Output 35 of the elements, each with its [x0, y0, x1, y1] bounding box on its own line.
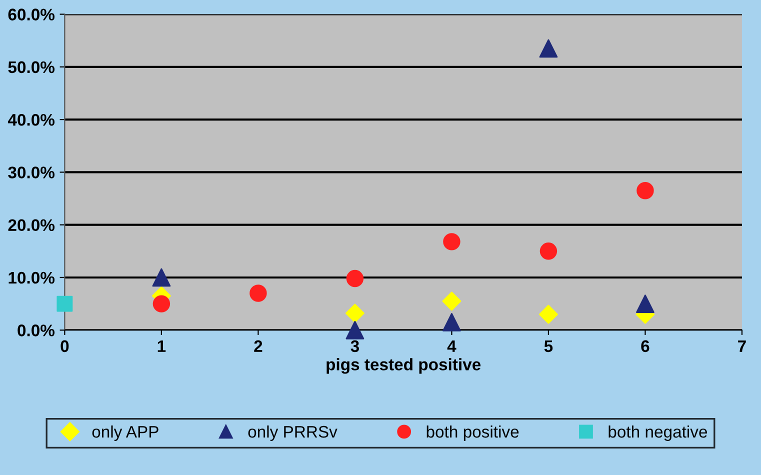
x-tick-label: 5: [544, 340, 553, 352]
point: [152, 295, 170, 312]
y-tick-label: 20.0%: [8, 219, 55, 232]
x-tick-label: 6: [641, 340, 650, 352]
y-tick-label: 40.0%: [8, 114, 55, 126]
legend-label: only APP: [92, 425, 158, 441]
x-tick-label: 3: [350, 340, 359, 352]
point: [540, 242, 558, 260]
y-tick-label: 0.0%: [18, 324, 55, 336]
point: [538, 304, 558, 324]
point: [442, 292, 462, 311]
y-tick-label: 50.0%: [8, 61, 55, 74]
x-tick-label: 1: [158, 340, 166, 352]
legend-label: both positive: [426, 425, 519, 441]
x-tick-label: 2: [254, 340, 262, 352]
y-tick-label: 60.0%: [8, 8, 55, 20]
point: [56, 296, 73, 312]
y-tick-label: 30.0%: [8, 166, 55, 178]
y-tick-label: 10.0%: [8, 272, 55, 284]
point: [345, 304, 364, 323]
point: [346, 320, 364, 340]
legend-label: both negative: [608, 425, 707, 441]
x-tick-label: 0: [60, 340, 69, 352]
point: [539, 39, 558, 58]
point: [636, 182, 654, 200]
legend-label: only PRRSv: [248, 425, 338, 441]
x-tick-label: 4: [447, 340, 456, 352]
x-tick-label: 7: [738, 340, 746, 352]
point: [152, 268, 171, 287]
point: [443, 233, 460, 250]
point: [636, 294, 654, 314]
point: [442, 313, 461, 332]
x-axis-title: pigs tested positive: [326, 358, 481, 374]
point: [250, 284, 267, 302]
point: [346, 270, 364, 288]
